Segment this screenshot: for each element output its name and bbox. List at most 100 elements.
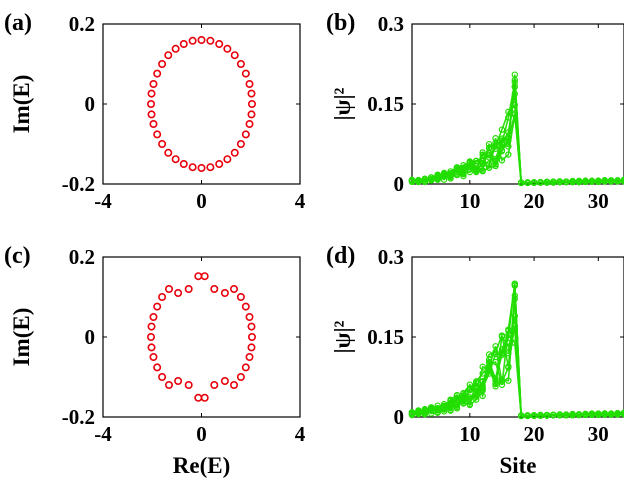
wavefunction-point <box>466 381 474 388</box>
wavefunction-series <box>411 295 624 417</box>
eigenvalue-point <box>158 372 167 381</box>
plot-area <box>102 256 301 418</box>
x-tick-label: 10 <box>459 189 480 213</box>
eigenvalue-point <box>220 288 229 297</box>
eigenvalue-point <box>220 376 229 385</box>
panel-label: (c) <box>4 243 31 269</box>
wavefunction-point <box>498 333 506 340</box>
wavefunction-point <box>428 410 435 417</box>
wavefunction-point <box>466 163 474 171</box>
wavefunction-point <box>421 405 429 413</box>
wavefunction-point <box>505 108 512 116</box>
panel-label: (b) <box>326 10 355 36</box>
wavefunction-point <box>569 178 576 185</box>
eigenvalue-point <box>153 363 162 372</box>
wavefunction-point <box>543 178 551 186</box>
eigenvalue-point <box>147 100 156 109</box>
wavefunction-point <box>505 143 512 150</box>
eigenvalue-point <box>147 89 156 98</box>
wavefunction-point <box>421 410 429 417</box>
panel-c: -4 0 4 -0.2 0 0.2 (c) Im(E) Re(E) <box>4 243 306 478</box>
wavefunction-point <box>620 177 624 185</box>
wavefunction-point <box>434 171 441 178</box>
wavefunction-point <box>550 178 557 186</box>
x-tick-label: 0 <box>196 189 207 213</box>
plot-area <box>411 23 624 185</box>
wavefunction-point <box>537 411 544 419</box>
wavefunction-point <box>479 167 486 174</box>
eigenvalue-point <box>149 352 158 361</box>
eigenvalue-point <box>147 343 156 352</box>
wavefunction-point <box>479 386 486 393</box>
eigenvalue-point <box>223 44 232 53</box>
wavefunction-point <box>434 408 441 416</box>
wavefunction-point <box>408 409 416 416</box>
wavefunction-point <box>408 178 416 185</box>
wavefunction-point <box>511 76 518 84</box>
y-tick-label: -0.2 <box>62 405 95 429</box>
wavefunction-point <box>428 174 435 181</box>
wavefunction-point <box>492 143 499 150</box>
panel-label: (d) <box>326 243 355 269</box>
wavefunction-point <box>601 410 608 417</box>
y-tick-label: 0.15 <box>367 325 404 349</box>
y-axis-label: |ψ|² <box>330 320 355 353</box>
wavefunction-point <box>492 139 499 146</box>
eigenvalue-point <box>171 44 180 53</box>
eigenvalue-point <box>164 148 173 157</box>
wavefunction-point <box>453 391 461 399</box>
eigenvalue-point <box>153 130 162 139</box>
eigenvalue-point <box>236 59 245 68</box>
wavefunction-point <box>485 164 493 171</box>
wavefunction-point <box>485 363 493 371</box>
wavefunction-point <box>556 411 563 419</box>
x-tick-label: 30 <box>588 422 609 446</box>
wavefunction-point <box>498 378 506 385</box>
wavefunction-point <box>492 157 499 165</box>
wavefunction-point <box>543 411 551 419</box>
eigenvalue-point <box>197 164 206 173</box>
eigenvalue-point <box>247 100 256 109</box>
wavefunction-point <box>511 280 518 288</box>
wavefunction-point <box>479 392 486 400</box>
eigenvalue-point <box>197 35 206 44</box>
y-tick-label: 0 <box>394 405 405 429</box>
eigenvalue-point <box>158 292 167 301</box>
wavefunction-point <box>524 179 531 187</box>
eigenvalue-point <box>236 372 245 381</box>
wavefunction-point <box>440 402 448 409</box>
eigenvalue-point <box>247 110 256 119</box>
wavefunction-point <box>498 126 506 133</box>
eigenvalue-point <box>241 130 250 139</box>
eigenvalue-point <box>174 376 183 385</box>
eigenvalue-point <box>171 155 180 164</box>
wavefunction-point <box>460 389 467 397</box>
wavefunction-point <box>582 178 589 186</box>
eigenvalue-point <box>206 163 215 172</box>
eigenvalue-point <box>200 393 209 402</box>
eigenvalue-point <box>174 288 183 297</box>
eigenvalue-point <box>184 284 193 293</box>
wavefunction-point <box>607 178 615 185</box>
x-tick-label: 20 <box>524 422 545 446</box>
eigenvalue-point <box>230 380 239 389</box>
eigenvalue-point <box>147 110 156 119</box>
eigenvalue-point <box>245 120 254 129</box>
wavefunction-point <box>607 411 615 418</box>
eigenvalue-point <box>164 380 173 389</box>
wavefunction-point <box>473 168 480 176</box>
y-tick-label: 0.2 <box>69 245 95 269</box>
eigenvalue-point <box>241 302 250 311</box>
plot-area <box>102 23 301 185</box>
y-tick-label: 0.3 <box>378 245 404 269</box>
wavefunction-point <box>518 179 525 186</box>
x-tick-label: 10 <box>459 422 480 446</box>
wavefunction-point <box>550 411 557 419</box>
eigenvalue-point <box>147 322 156 331</box>
wavefunction-point <box>498 147 506 154</box>
wavefunction-point <box>537 179 544 186</box>
wavefunction-point <box>460 166 467 174</box>
wavefunction-point <box>485 160 493 167</box>
wavefunction-point <box>518 412 525 420</box>
wavefunction-point <box>505 377 512 384</box>
